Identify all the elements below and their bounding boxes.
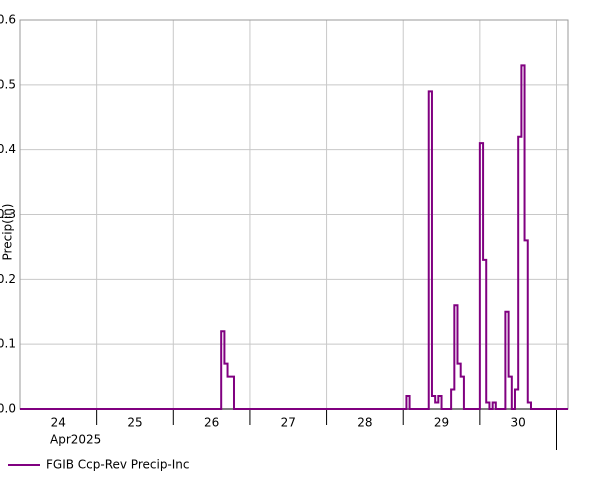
x-sublabel: Apr2025 <box>50 433 101 447</box>
x-tick-label: 24 <box>51 416 66 430</box>
x-tick-label: 25 <box>127 416 142 430</box>
y-tick-label: 0.0 <box>0 402 16 416</box>
y-tick-label: 0.2 <box>0 272 16 286</box>
x-tick-label: 28 <box>357 416 372 430</box>
x-tick-label: 30 <box>511 416 526 430</box>
x-tick-label: 29 <box>434 416 449 430</box>
y-tick-label: 0.5 <box>0 77 16 91</box>
y-tick-label: 0.3 <box>0 207 16 221</box>
x-tick-label: 26 <box>204 416 219 430</box>
legend-label: FGIB Ccp-Rev Precip-Inc <box>46 458 190 472</box>
y-tick-label: 0.1 <box>0 337 16 351</box>
x-tick-label: 27 <box>281 416 296 430</box>
series-line <box>20 64 568 410</box>
y-tick-label: 0.4 <box>0 142 16 156</box>
y-tick-label: 0.6 <box>0 13 16 27</box>
y-axis-label: Precip(in) <box>1 204 15 261</box>
